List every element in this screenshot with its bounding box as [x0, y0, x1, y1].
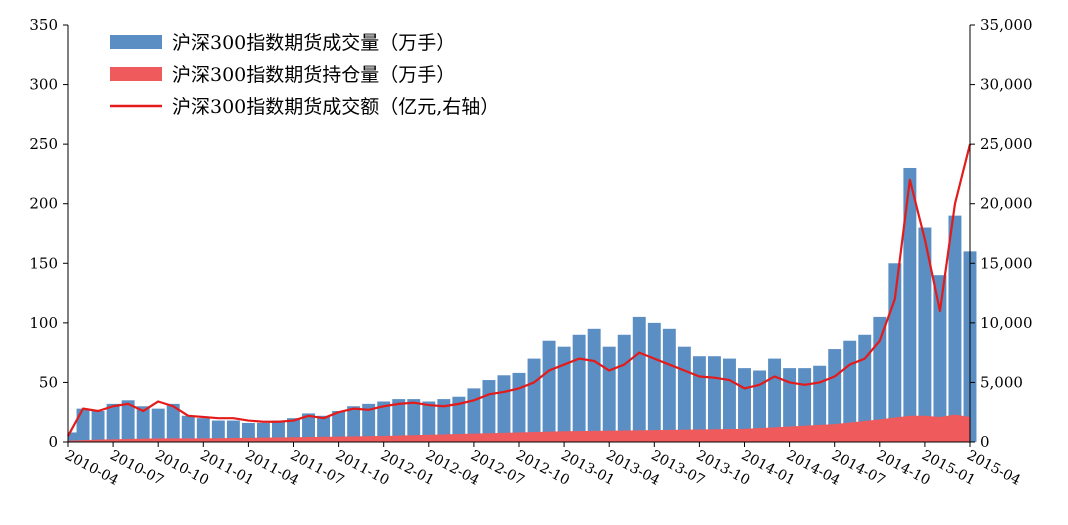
volume-bar: [196, 418, 210, 442]
volume-bar: [452, 396, 466, 442]
volume-bar: [211, 420, 225, 442]
legend-swatch-open-interest: [110, 67, 162, 81]
right-tick-label: 10,000: [980, 314, 1033, 332]
volume-bar: [407, 399, 421, 442]
legend-label: 沪深300指数期货成交额（亿元,右轴）: [172, 96, 499, 118]
volume-bar: [362, 403, 376, 442]
volume-bar: [241, 422, 255, 442]
right-tick-label: 30,000: [980, 76, 1033, 94]
volume-bar: [677, 346, 691, 442]
volume-bar: [798, 368, 812, 442]
volume-bar: [692, 356, 706, 442]
legend-label: 沪深300指数期货成交量（万手）: [172, 32, 455, 54]
left-tick-label: 200: [29, 195, 58, 213]
volume-bar: [873, 316, 887, 442]
right-tick-label: 20,000: [980, 195, 1033, 213]
volume-bar: [136, 406, 150, 442]
left-tick-label: 50: [39, 373, 58, 391]
volume-bar: [662, 328, 676, 442]
volume-bar: [121, 400, 135, 442]
left-tick-label: 0: [48, 433, 58, 451]
volume-bar: [512, 372, 526, 442]
volume-bar: [332, 411, 346, 442]
volume-bars: [68, 167, 977, 442]
volume-bar: [542, 340, 556, 442]
volume-bar: [287, 418, 300, 442]
left-tick-label: 150: [29, 254, 58, 272]
open-interest-area: [68, 414, 970, 442]
volume-bar: [647, 322, 661, 442]
volume-bar: [632, 316, 646, 442]
right-tick-label: 5,000: [980, 373, 1023, 391]
legend-label: 沪深300指数期货持仓量（万手）: [172, 64, 455, 86]
volume-bar: [272, 420, 285, 442]
volume-bar: [437, 399, 451, 442]
volume-bar: [783, 368, 797, 442]
turnover-line-path: [67, 143, 972, 437]
volume-bar: [106, 403, 120, 442]
volume-bar: [918, 227, 932, 442]
right-tick-label: 0: [980, 433, 990, 451]
volume-bar: [933, 275, 947, 442]
volume-bar: [76, 408, 90, 442]
volume-bar: [602, 346, 616, 442]
volume-bar: [256, 422, 270, 442]
legend-swatch-volume: [110, 35, 162, 49]
volume-bar: [948, 215, 962, 442]
open-interest-fill: [68, 414, 970, 442]
volume-bar: [707, 356, 721, 442]
volume-bar: [903, 167, 917, 442]
volume-bar: [828, 349, 842, 442]
volume-bar: [317, 415, 331, 442]
right-tick-label: 35,000: [980, 16, 1033, 34]
volume-bar: [302, 413, 315, 442]
volume-bar: [858, 334, 872, 442]
volume-bar: [587, 328, 601, 442]
left-tick-label: 250: [29, 135, 58, 153]
volume-bar: [617, 334, 631, 442]
legend: 沪深300指数期货成交量（万手） 沪深300指数期货持仓量（万手） 沪深300指数期…: [110, 32, 499, 118]
left-tick-label: 300: [29, 76, 58, 94]
volume-bar: [813, 365, 827, 442]
volume-bar: [226, 420, 240, 442]
right-tick-label: 15,000: [980, 254, 1033, 272]
volume-bar: [91, 411, 105, 442]
volume-bar: [68, 432, 81, 442]
volume-bar: [527, 358, 541, 442]
volume-bar: [392, 399, 406, 442]
volume-bar: [377, 401, 391, 442]
left-tick-label: 350: [29, 16, 58, 34]
volume-bar: [753, 370, 766, 442]
left-tick-label: 100: [29, 314, 58, 332]
volume-bar: [482, 380, 496, 442]
volume-bar: [151, 408, 165, 442]
volume-bar: [888, 263, 902, 442]
volume-bar: [422, 401, 436, 442]
volume-bar: [497, 375, 511, 442]
turnover-line: [67, 143, 972, 437]
volume-bar: [557, 346, 571, 442]
volume-bar: [572, 334, 586, 442]
volume-bar: [166, 403, 180, 442]
right-tick-label: 25,000: [980, 135, 1033, 153]
volume-bar: [181, 415, 195, 442]
volume-bar: [347, 406, 361, 442]
